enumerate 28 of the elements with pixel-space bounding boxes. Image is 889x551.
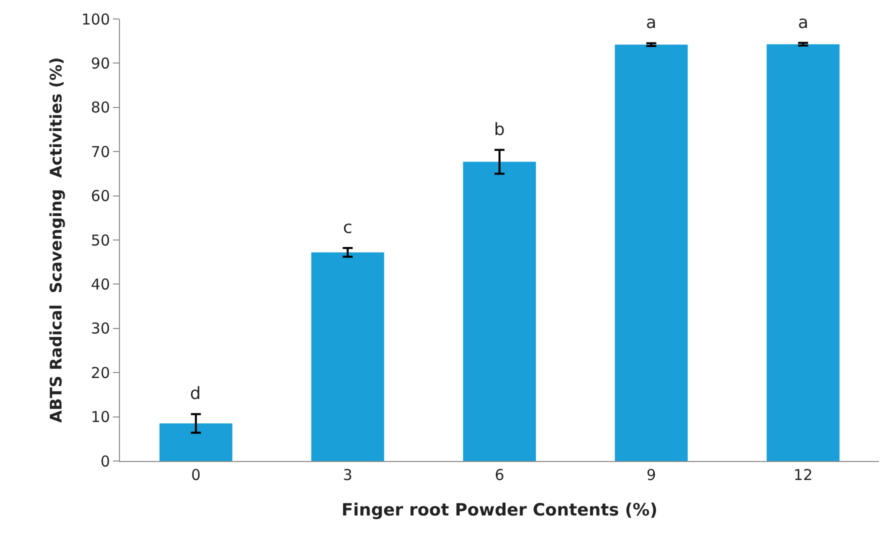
y-tick-label: 80 (90, 98, 110, 117)
y-tick-label: 40 (90, 275, 110, 294)
x-axis-title: Finger root Powder Contents (%) (342, 500, 658, 520)
bar (311, 252, 384, 461)
y-tick-label: 20 (90, 364, 110, 382)
y-tick-label: 10 (90, 408, 110, 426)
data-label: a (798, 13, 808, 33)
y-tick-label: 30 (90, 320, 110, 338)
x-tick-label: 12 (794, 466, 813, 484)
x-tick-label: 3 (342, 466, 352, 484)
bar (766, 44, 840, 461)
y-tick-label: 50 (90, 231, 110, 250)
x-tick-label: 9 (646, 466, 656, 484)
data-label: c (343, 218, 352, 238)
y-tick-label: 0 (100, 452, 110, 470)
y-axis-title: ABTS Radical Scavenging Activities (%) (46, 57, 66, 423)
bar (463, 162, 536, 461)
bar (614, 44, 688, 461)
y-tick-label: 100 (81, 10, 110, 28)
x-tick-label: 0 (191, 466, 201, 484)
y-tick-label: 70 (90, 142, 110, 161)
data-label: b (494, 120, 505, 140)
bar (159, 423, 232, 461)
data-label: a (646, 13, 656, 33)
y-tick-label: 90 (90, 54, 110, 72)
data-label: d (190, 384, 201, 404)
x-tick-label: 6 (494, 466, 504, 484)
y-tick-label: 60 (90, 187, 110, 206)
